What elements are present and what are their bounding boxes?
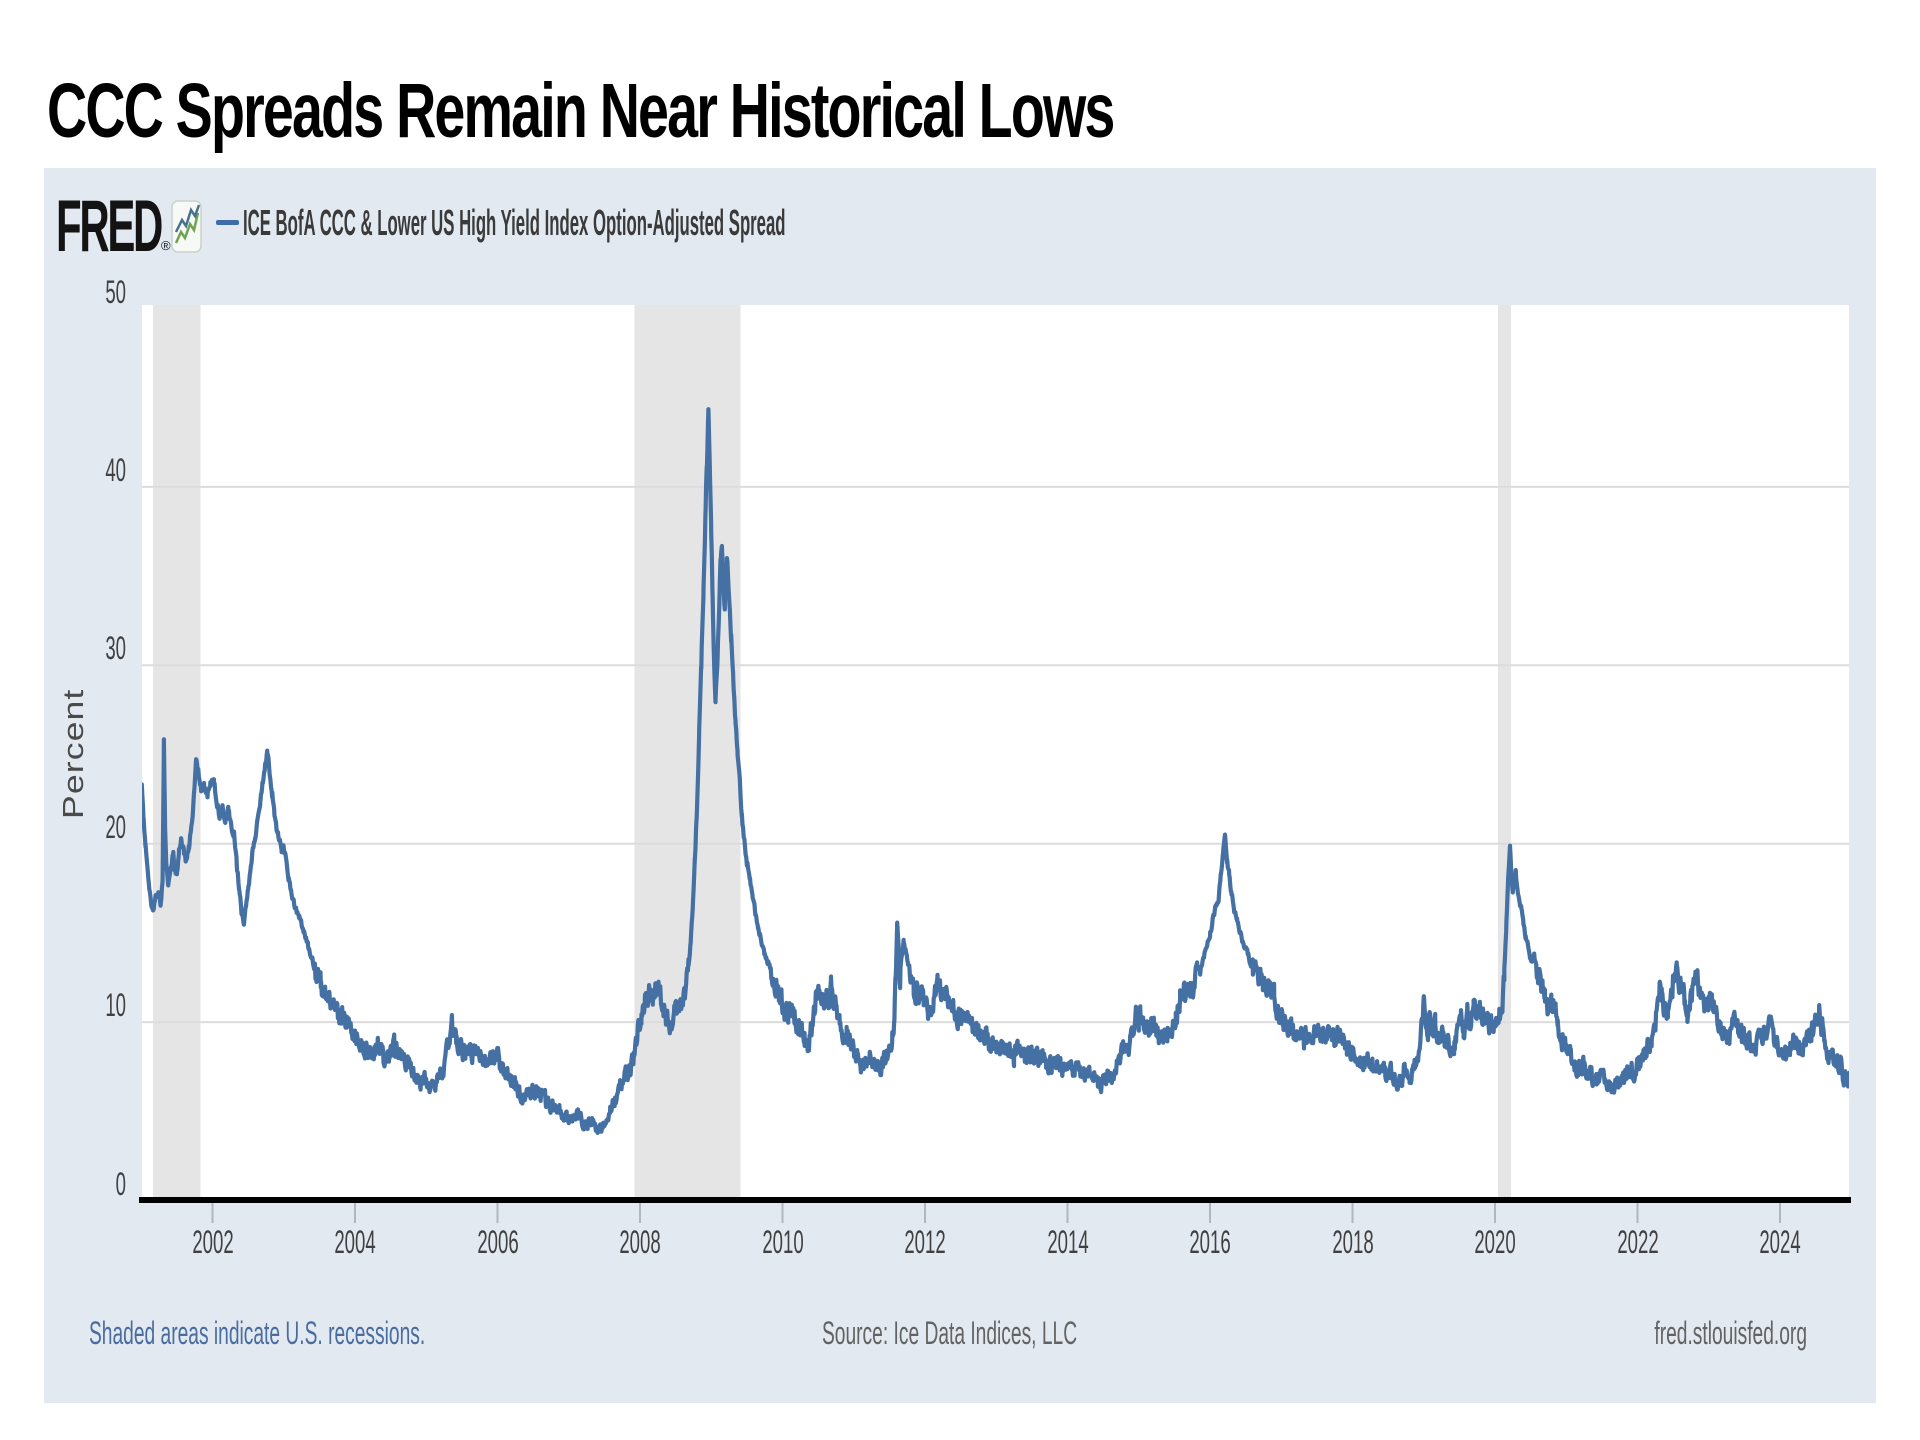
- svg-text:Percent: Percent: [57, 689, 89, 819]
